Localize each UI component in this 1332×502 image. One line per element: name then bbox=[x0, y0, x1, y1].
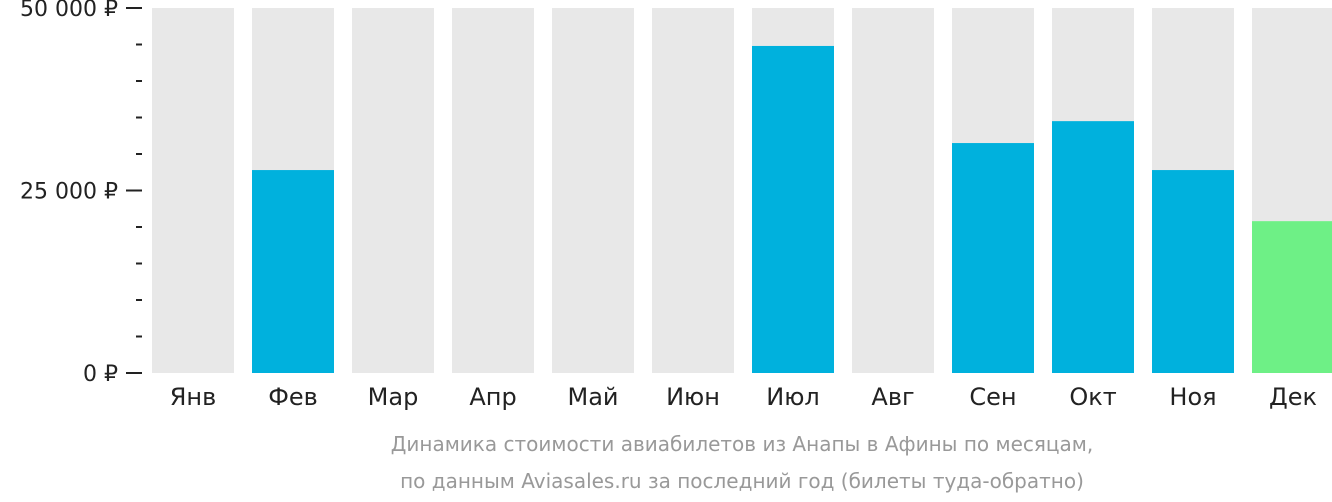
bars bbox=[252, 45, 1332, 374]
column-bg-3 bbox=[452, 8, 534, 373]
x-tick-label: Сен bbox=[969, 383, 1016, 411]
bar-9 bbox=[1052, 121, 1134, 374]
x-tick-label: Мар bbox=[368, 383, 419, 411]
y-tick-label: 25 000 ₽ bbox=[20, 180, 118, 205]
y-axis: 0 ₽ 25 000 ₽ 50 000 ₽ bbox=[20, 0, 142, 387]
x-tick-label: Июн bbox=[666, 383, 720, 411]
column-bg-0 bbox=[152, 8, 234, 373]
caption-line-2: по данным Aviasales.ru за последний год … bbox=[400, 469, 1084, 493]
bar-11 bbox=[1252, 221, 1332, 373]
bar-1 bbox=[252, 170, 334, 373]
x-tick-label: Янв bbox=[170, 383, 217, 411]
bar-10 bbox=[1152, 170, 1234, 373]
column-bg-4 bbox=[552, 8, 634, 373]
x-tick-label: Фев bbox=[268, 383, 318, 411]
x-tick-label: Июл bbox=[766, 383, 820, 411]
chart-caption: Динамика стоимости авиабилетов из Анапы … bbox=[391, 432, 1093, 493]
bar-6 bbox=[752, 45, 834, 374]
y-tick-label: 0 ₽ bbox=[83, 362, 118, 387]
x-tick-label: Ноя bbox=[1169, 383, 1216, 411]
bar-8 bbox=[952, 143, 1034, 373]
x-tick-label: Май bbox=[567, 383, 618, 411]
x-tick-label: Окт bbox=[1069, 383, 1116, 411]
caption-line-1: Динамика стоимости авиабилетов из Анапы … bbox=[391, 432, 1093, 456]
column-bg-5 bbox=[652, 8, 734, 373]
x-axis: Янв Фев Мар Апр Май Июн Июл Авг Сен Окт Ноя Дек bbox=[170, 383, 1317, 411]
y-tick-label: 50 000 ₽ bbox=[20, 0, 118, 22]
column-bg-2 bbox=[352, 8, 434, 373]
x-tick-label: Апр bbox=[469, 383, 516, 411]
x-tick-label: Авг bbox=[871, 383, 914, 411]
x-tick-label: Дек bbox=[1269, 383, 1317, 411]
column-bg-7 bbox=[852, 8, 934, 373]
